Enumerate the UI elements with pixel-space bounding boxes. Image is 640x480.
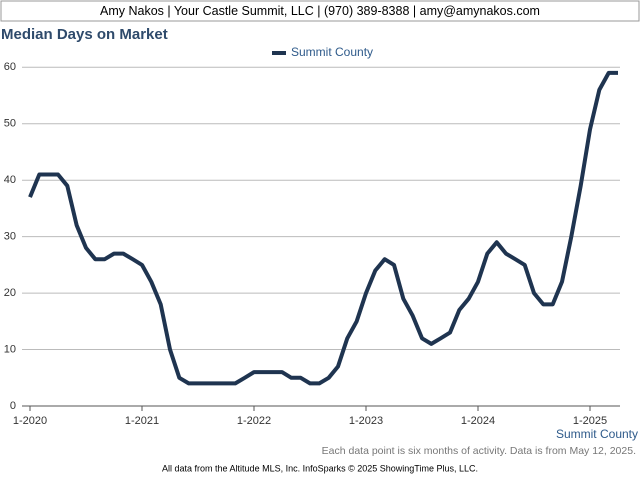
header-box xyxy=(0,0,640,22)
y-tick-label: 10 xyxy=(4,343,16,355)
x-tick-label: 1-2021 xyxy=(125,415,159,427)
legend-label: Summit County xyxy=(291,45,373,59)
y-tick-label: 50 xyxy=(4,118,16,130)
note: Each data point is six months of activit… xyxy=(322,445,636,457)
x-tick-label: 1-2022 xyxy=(237,415,271,427)
y-tick-label: 60 xyxy=(4,61,16,73)
chart-title: Median Days on Market xyxy=(1,26,168,43)
data-line xyxy=(28,70,618,386)
y-tick-label: 20 xyxy=(4,287,16,299)
y-tick-label: 40 xyxy=(4,174,16,186)
x-tick-label: 1-2023 xyxy=(349,415,383,427)
y-tick-label: 0 xyxy=(10,400,16,412)
x-axis-label: Summit County xyxy=(556,427,638,441)
x-tick-label: 1-2024 xyxy=(461,415,495,427)
x-tick-label: 1-2020 xyxy=(13,415,47,427)
header: Amy Nakos | Your Castle Summit, LLC | (9… xyxy=(100,4,540,18)
y-tick-label: 30 xyxy=(4,231,16,243)
footer: All data from the Altitude MLS, Inc. Inf… xyxy=(162,463,478,473)
x-tick-label: 1-2025 xyxy=(573,415,607,427)
